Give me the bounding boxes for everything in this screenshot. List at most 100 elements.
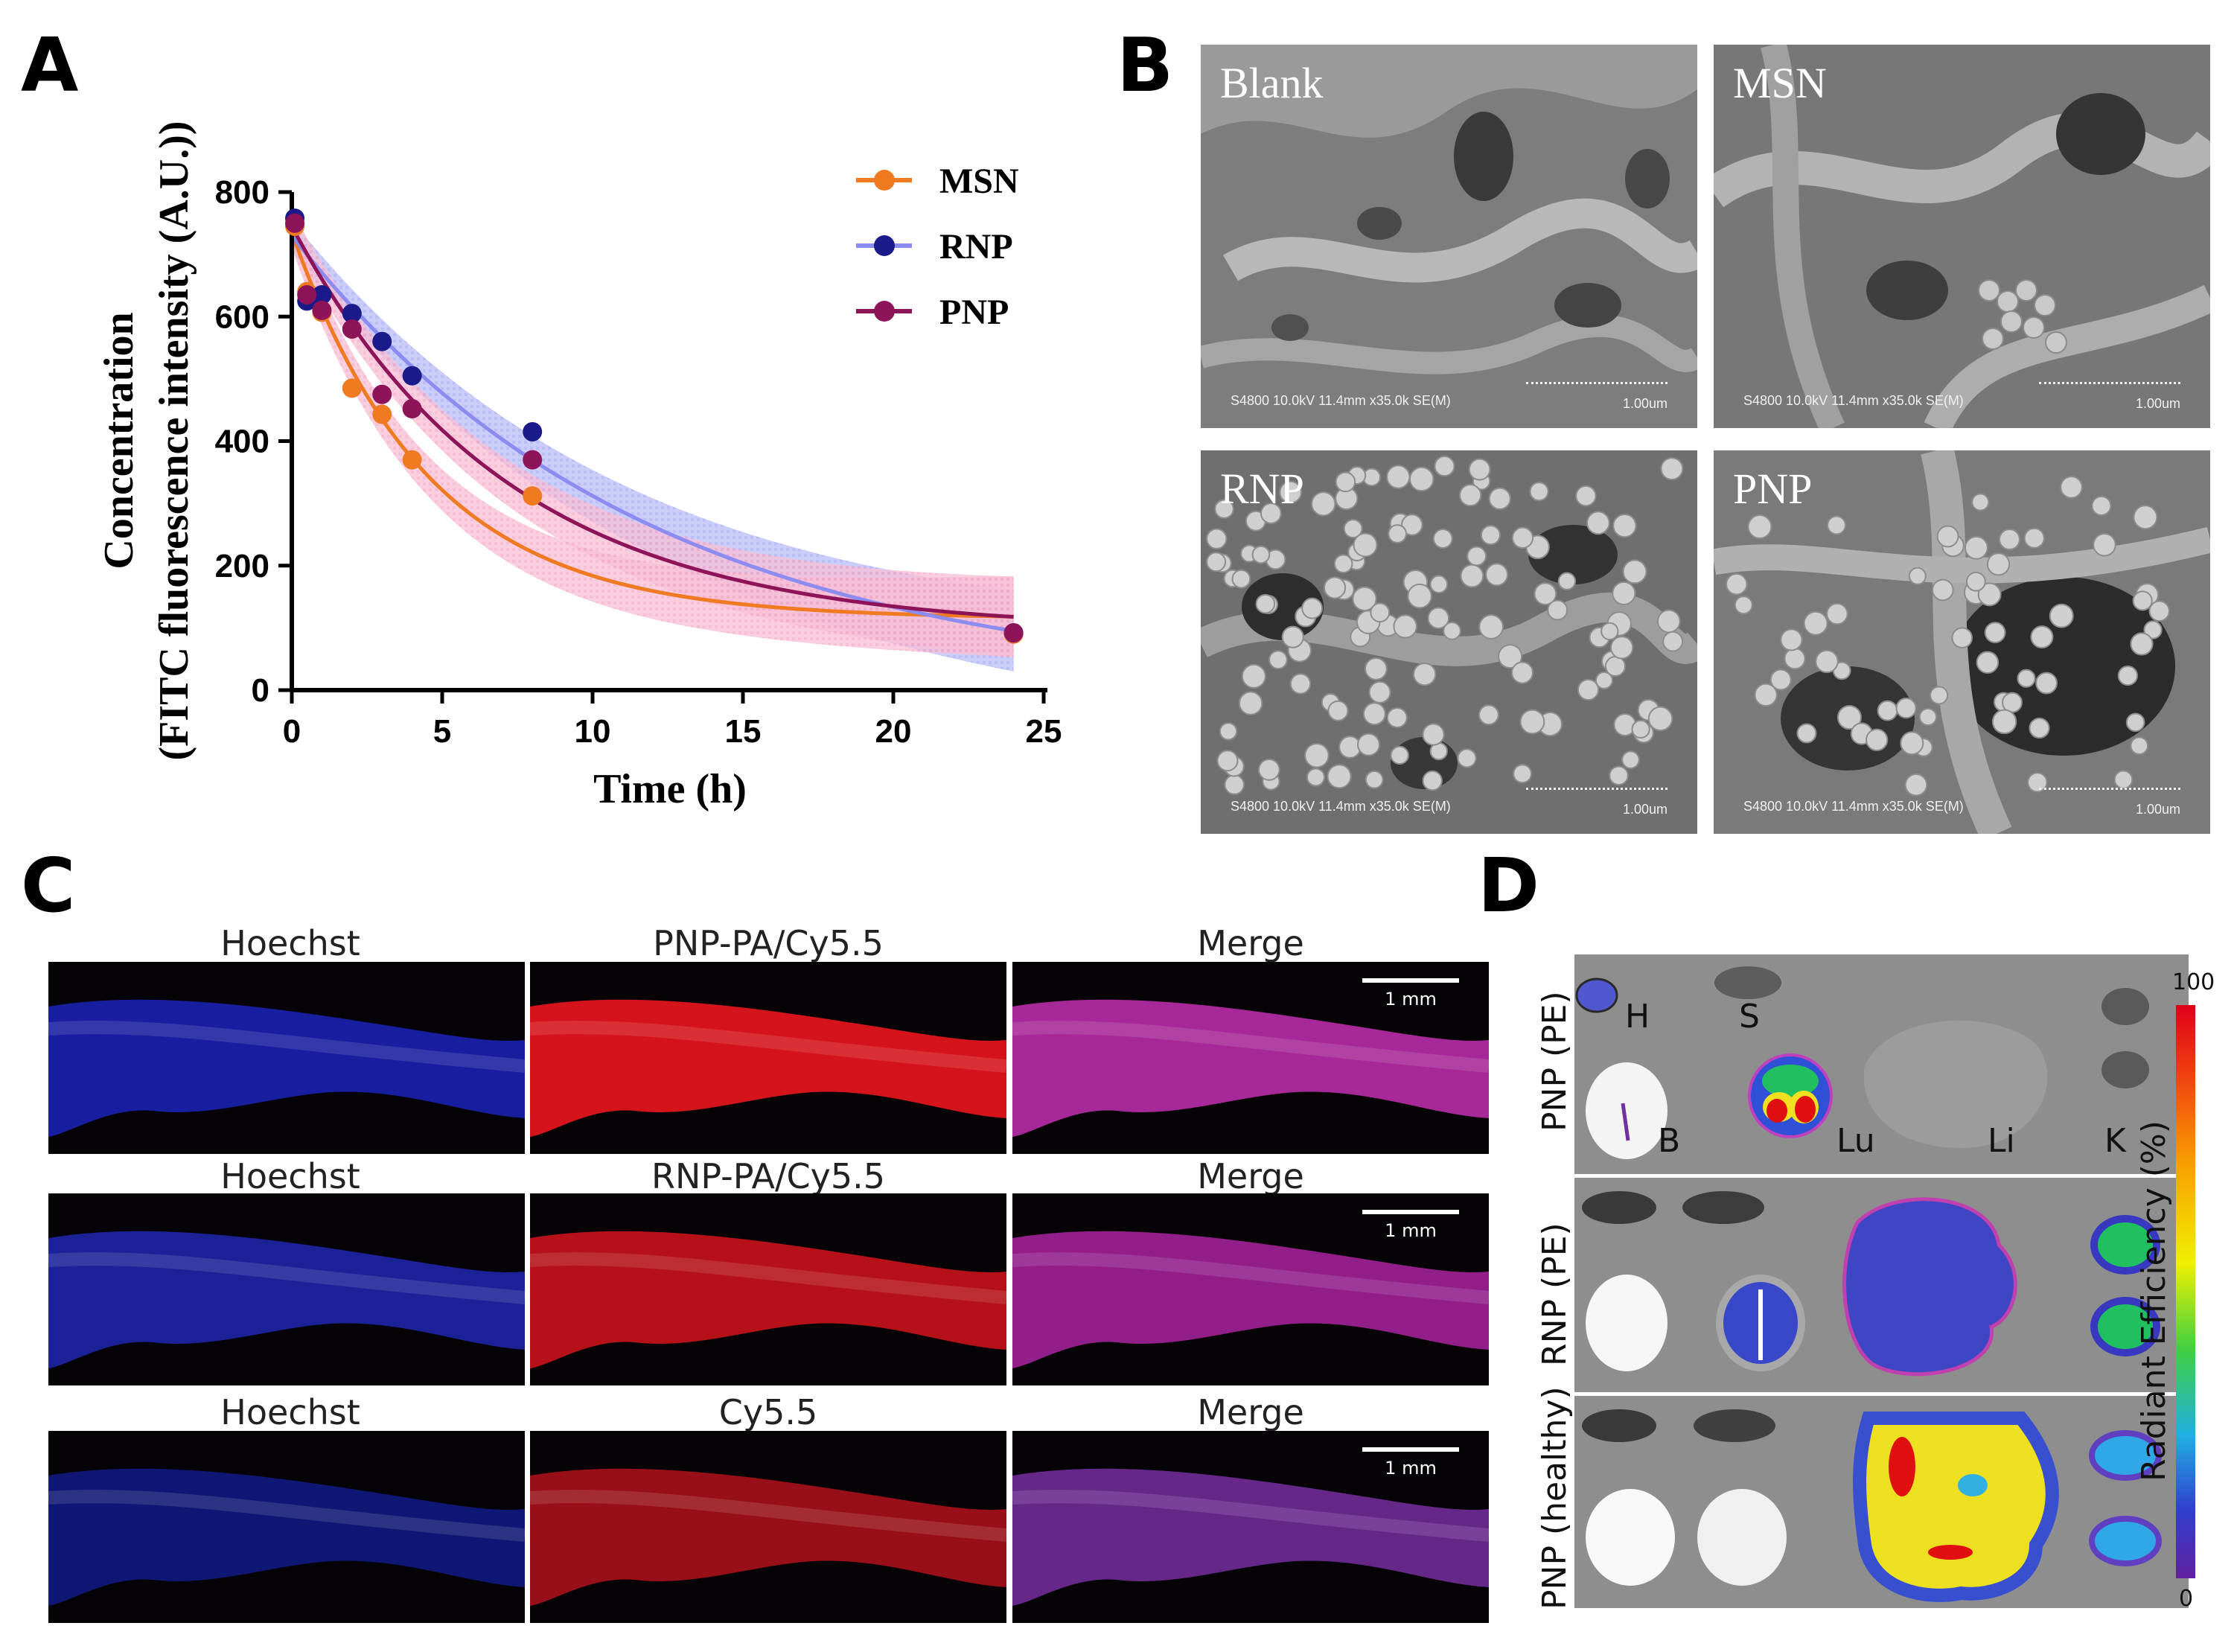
ivis-organs bbox=[1575, 966, 2149, 1159]
nanoparticle-bead bbox=[1621, 750, 1640, 769]
y-tick-label: 200 bbox=[215, 548, 269, 584]
y-tick-label: 600 bbox=[215, 299, 269, 335]
panel-letter-d: D bbox=[1478, 842, 1540, 929]
nanoparticle-bead bbox=[1918, 707, 1938, 727]
nanoparticle-bead bbox=[1443, 621, 1461, 640]
pharmacokinetics-chart: 0 5 10 15 20 25 0 200 400 600 800 MSN RNP PNP Time (… bbox=[96, 121, 1062, 812]
sem-footer: S4800 10.0kV 11.4mm x35.0k SE(M) bbox=[1231, 799, 1451, 814]
nanoparticle-bead bbox=[2113, 770, 2134, 789]
nanoparticle-bead bbox=[1458, 483, 1482, 507]
scale-bar-text: 1 mm bbox=[1385, 1220, 1437, 1241]
y-axis-title-line2: (FITC fluorescence intensity (A.U.)) bbox=[151, 121, 197, 760]
nanoparticle-bead bbox=[1577, 678, 1600, 701]
legend-marker-pnp bbox=[874, 301, 895, 322]
fl-label: Merge bbox=[1197, 1156, 1304, 1196]
nanoparticle-bead bbox=[1609, 765, 1629, 786]
data-point-rnp bbox=[312, 284, 332, 304]
nanoparticle-bead bbox=[1726, 573, 1748, 596]
nanoparticle-bead bbox=[1343, 519, 1363, 539]
fl-label: Hoechst bbox=[220, 1392, 360, 1432]
sem-scale-text: 1.00um bbox=[1622, 396, 1667, 411]
nanoparticle-bead bbox=[1408, 466, 1434, 492]
panel-letter-b: B bbox=[1117, 22, 1174, 109]
nanoparticle-bead bbox=[2030, 625, 2054, 649]
ivis-organs bbox=[1582, 1191, 2160, 1377]
nanoparticle-bead bbox=[1971, 493, 1990, 511]
nanoparticle-bead bbox=[1656, 609, 1681, 634]
nanoparticle-bead bbox=[1519, 709, 1545, 735]
tissue-section bbox=[48, 999, 525, 1137]
nanoparticle-bead bbox=[1575, 485, 1597, 507]
nanoparticle-bead bbox=[1457, 748, 1477, 768]
nanoparticle-bead bbox=[1547, 599, 1568, 621]
nanoparticle-bead bbox=[1429, 575, 1449, 594]
nanoparticle-bead bbox=[2027, 772, 2048, 793]
nanoparticle-bead bbox=[1352, 586, 1377, 611]
nanoparticle-bead bbox=[1327, 700, 1349, 721]
nanoparticle-bead bbox=[1422, 770, 1443, 791]
nanoparticle-bead bbox=[1609, 636, 1634, 660]
scale-bar: 1 mm bbox=[1362, 1210, 1459, 1241]
sem-label: MSN bbox=[1733, 59, 1827, 107]
data-point-msn bbox=[402, 450, 422, 470]
nanoparticle-bead bbox=[1557, 572, 1577, 590]
nanoparticle-bead bbox=[2029, 717, 2050, 739]
fluorescence-image: 1 mm bbox=[1012, 1193, 1489, 1385]
organ-label-kidney: K bbox=[2104, 1122, 2126, 1160]
nanoparticle-bead bbox=[1260, 503, 1282, 524]
x-tick-label: 5 bbox=[433, 713, 451, 750]
nanoparticle-bead bbox=[1478, 704, 1499, 726]
nanoparticle-bead bbox=[1534, 582, 1557, 606]
sem-image-rnp: RNP S4800 10.0kV 11.4mm x35.0k SE(M) 1.0… bbox=[1201, 450, 1697, 834]
nanoparticle-bead bbox=[1595, 671, 1613, 689]
tissue-section bbox=[530, 1231, 1006, 1368]
colorbar-label: Radiant Efficiency (%) bbox=[2135, 1120, 2173, 1482]
sem-scale-text: 1.00um bbox=[2135, 802, 2180, 817]
nanoparticle-bead bbox=[1647, 706, 1673, 732]
nanoparticle-bead bbox=[2148, 600, 2171, 622]
sem-image-msn: MSN S4800 10.0kV 11.4mm x35.0k SE(M) 1.0… bbox=[1714, 45, 2210, 428]
nanoparticle-bead bbox=[1393, 614, 1417, 639]
nanoparticle-bead bbox=[1333, 554, 1353, 574]
nanoparticle-bead bbox=[1498, 644, 1523, 669]
nanoparticle-bead bbox=[1214, 499, 1234, 519]
nanoparticle-bead bbox=[1485, 563, 1509, 587]
nanoparticle-bead bbox=[1984, 622, 2006, 644]
nanoparticle-bead bbox=[1986, 552, 2011, 576]
y-tick-label: 800 bbox=[215, 174, 269, 211]
ivis-row-label: PNP (healthy) bbox=[1536, 1386, 1574, 1610]
nanoparticle-bead bbox=[1257, 759, 1280, 781]
nanoparticle-bead bbox=[1836, 705, 1862, 730]
nanoparticle-bead bbox=[1356, 733, 1381, 756]
nanoparticle-bead bbox=[2060, 476, 2083, 499]
nanoparticle-bead bbox=[1390, 745, 1409, 765]
organ-label-brain: B bbox=[1658, 1122, 1681, 1160]
sem-footer: S4800 10.0kV 11.4mm x35.0k SE(M) bbox=[1743, 393, 1964, 408]
nanoparticle-bead bbox=[1401, 514, 1423, 536]
nanoparticle-bead bbox=[2049, 603, 2074, 628]
tissue-section bbox=[530, 1468, 1006, 1606]
nanoparticle-bead bbox=[1930, 686, 1949, 705]
fluorescence-image bbox=[530, 962, 1006, 1154]
nanoparticle-bead bbox=[1513, 764, 1533, 784]
sem-scalebar: 1.00um bbox=[1526, 788, 1667, 817]
nanoparticle-bead bbox=[1877, 700, 1898, 721]
legend-label-rnp: RNP bbox=[939, 227, 1013, 267]
scale-bar-line bbox=[1362, 978, 1459, 983]
nanoparticle-bead bbox=[1754, 683, 1778, 707]
nanoparticle-bead bbox=[1422, 723, 1445, 746]
nanoparticle-bead bbox=[1780, 628, 1803, 651]
nanoparticle-bead bbox=[1895, 698, 1917, 719]
data-point-msn bbox=[523, 486, 543, 506]
fl-label: Hoechst bbox=[220, 1156, 360, 1196]
data-point-pnp bbox=[297, 284, 317, 304]
data-point-pnp bbox=[285, 213, 305, 233]
data-point-rnp bbox=[523, 421, 543, 441]
ivis-row-label: RNP (PE) bbox=[1536, 1222, 1574, 1366]
nanoparticle-bead bbox=[1407, 583, 1432, 609]
y-tick-label: 0 bbox=[252, 672, 269, 709]
nanoparticle-bead bbox=[1353, 532, 1378, 558]
sem-scalebar: 1.00um bbox=[1526, 382, 1667, 412]
nanoparticle-bead bbox=[1255, 593, 1276, 614]
nanoparticle-bead bbox=[1511, 526, 1534, 549]
